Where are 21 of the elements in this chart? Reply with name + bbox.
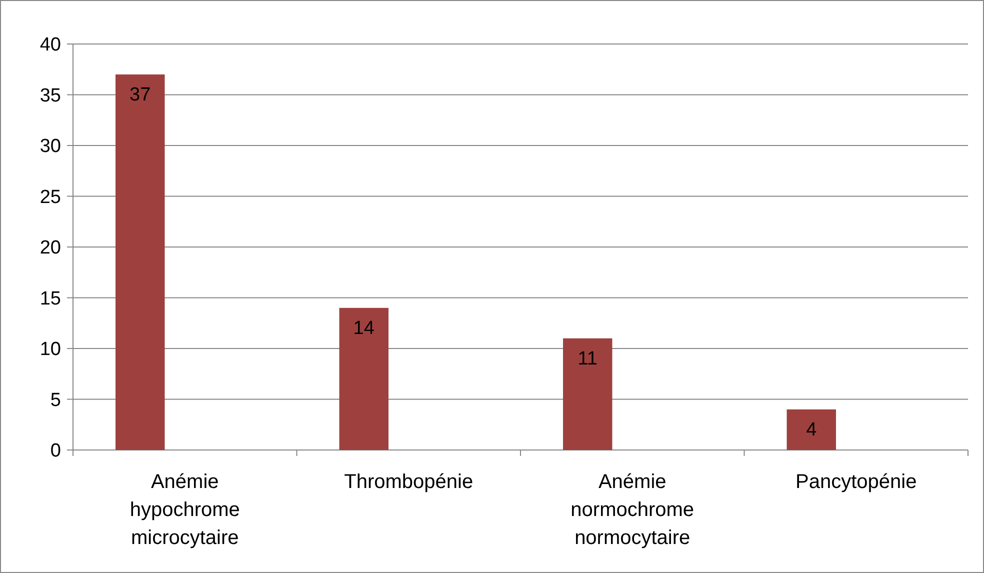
y-tick-label: 20 bbox=[40, 238, 61, 259]
bar bbox=[339, 308, 388, 450]
y-tick-label: 25 bbox=[40, 186, 61, 208]
data-label: 11 bbox=[578, 348, 598, 370]
bar bbox=[116, 74, 165, 450]
y-tick-label: 40 bbox=[40, 34, 61, 56]
y-tick-label: 10 bbox=[40, 339, 61, 360]
x-tick-label: Anémie hypochrome microcytaire bbox=[130, 471, 240, 549]
bar bbox=[786, 409, 836, 450]
x-tick-label: Pancytopénie bbox=[796, 471, 917, 493]
y-tick-label: 30 bbox=[40, 136, 61, 158]
y-tick-label: 0 bbox=[50, 440, 61, 462]
data-label: 37 bbox=[130, 84, 151, 106]
data-label: 14 bbox=[353, 318, 375, 339]
y-tick-label: 35 bbox=[40, 85, 61, 106]
y-tick-label: 15 bbox=[40, 288, 61, 310]
x-tick-label: Thrombopénie bbox=[344, 471, 474, 493]
data-label: 4 bbox=[806, 419, 818, 440]
x-tick-label: Anémie normochrome normocytaire bbox=[570, 471, 694, 549]
bar bbox=[563, 338, 612, 450]
y-tick-label: 5 bbox=[50, 390, 61, 411]
